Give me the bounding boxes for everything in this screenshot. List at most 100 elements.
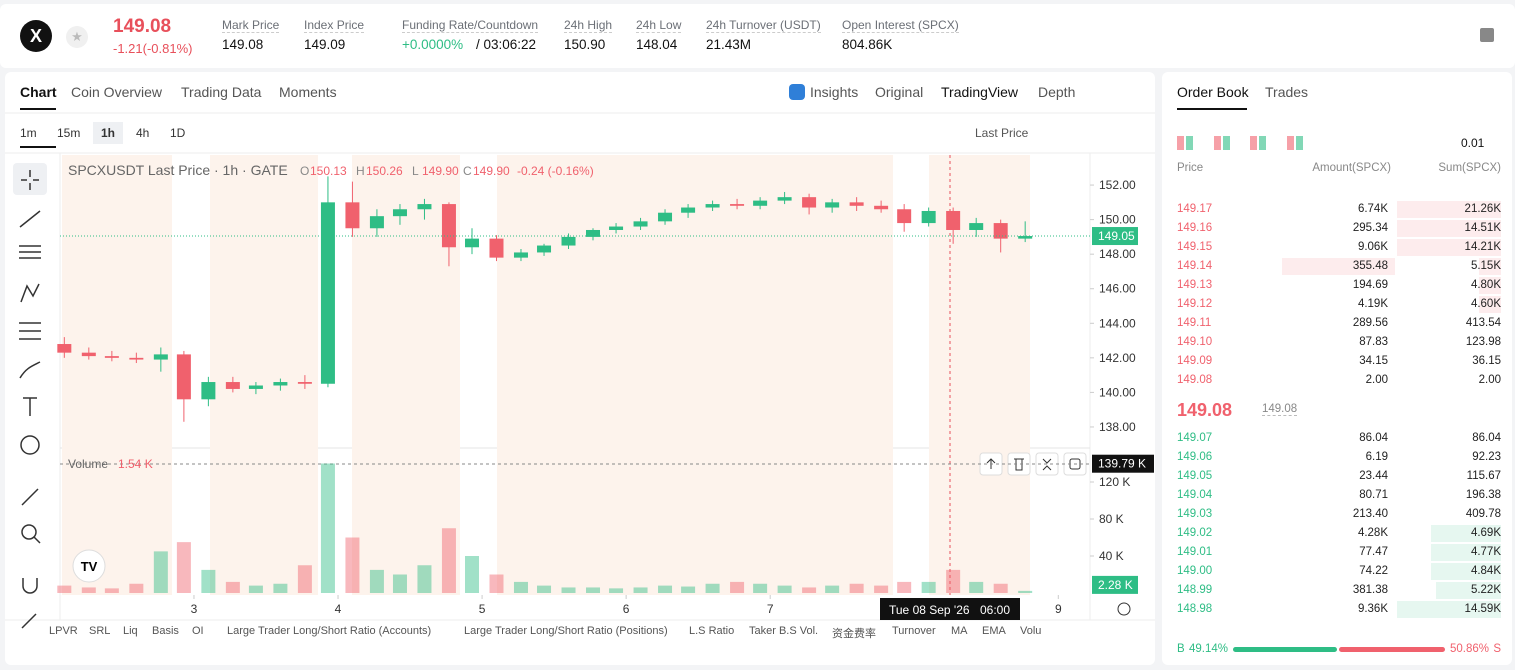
chart-tab[interactable]: Trading Data bbox=[181, 84, 262, 100]
ob-price[interactable]: 149.05 bbox=[1177, 470, 1213, 482]
ob-price[interactable]: 149.01 bbox=[1177, 546, 1213, 558]
interval[interactable]: 1m bbox=[20, 126, 37, 140]
ob-tab-underline bbox=[1177, 108, 1247, 110]
candle-body bbox=[753, 200, 768, 206]
ob-price[interactable]: 149.10 bbox=[1177, 336, 1213, 348]
indicator[interactable]: L.S Ratio bbox=[689, 625, 735, 637]
svg-text:TV: TV bbox=[81, 559, 98, 574]
view-tab[interactable]: Depth bbox=[1038, 84, 1076, 100]
indicator[interactable]: Large Trader Long/Short Ratio (Positions… bbox=[464, 625, 668, 637]
layout-icon[interactable] bbox=[1214, 136, 1230, 150]
candle-body bbox=[225, 382, 240, 389]
candle-body bbox=[921, 210, 936, 224]
ob-amount: 74.22 bbox=[1359, 565, 1388, 577]
ob-amount: 213.40 bbox=[1352, 508, 1388, 520]
ob-price[interactable]: 149.12 bbox=[1177, 298, 1213, 310]
x-tick-label: 6 bbox=[623, 602, 630, 616]
logo[interactable]: X bbox=[20, 20, 52, 52]
ob-price[interactable]: 149.03 bbox=[1177, 508, 1213, 520]
price-source[interactable]: Last Price bbox=[975, 126, 1029, 140]
volume-bar bbox=[802, 587, 817, 593]
volume-bar bbox=[849, 583, 864, 593]
candle-body bbox=[609, 226, 624, 230]
chart-tab[interactable]: Chart bbox=[20, 84, 57, 100]
candle-body bbox=[297, 382, 312, 384]
ob-tab[interactable]: Trades bbox=[1265, 84, 1309, 100]
buy-label: B bbox=[1177, 643, 1185, 655]
candle-body bbox=[946, 210, 961, 230]
stat-value: +0.0000% bbox=[402, 37, 464, 52]
chart-tab[interactable]: Moments bbox=[279, 84, 337, 100]
ob-amount: 77.47 bbox=[1359, 546, 1388, 558]
view-tab[interactable]: TradingView bbox=[941, 84, 1019, 100]
interval[interactable]: 15m bbox=[57, 126, 81, 140]
favorite[interactable]: ★ bbox=[66, 26, 88, 48]
candle-body bbox=[81, 352, 96, 357]
stat-value: 21.43M bbox=[706, 37, 752, 52]
last-price-label: 149.05 bbox=[1098, 229, 1135, 243]
indicator[interactable]: EMA bbox=[982, 625, 1006, 637]
ob-sum: 4.60K bbox=[1470, 298, 1501, 310]
candle-body bbox=[825, 202, 840, 208]
ob-price[interactable]: 149.07 bbox=[1177, 432, 1213, 444]
chart-tab[interactable]: Coin Overview bbox=[71, 84, 163, 100]
ob-price[interactable]: 149.02 bbox=[1177, 527, 1213, 539]
candle-body bbox=[417, 204, 432, 210]
view-tab[interactable]: Original bbox=[875, 84, 924, 100]
indicator[interactable]: Basis bbox=[152, 625, 179, 637]
ob-amount: 289.56 bbox=[1352, 317, 1388, 329]
interval[interactable]: 4h bbox=[136, 126, 150, 140]
y-tick-label: 150.00 bbox=[1099, 213, 1136, 227]
depth-bar bbox=[1479, 296, 1501, 313]
ob-price[interactable]: 149.04 bbox=[1177, 489, 1213, 501]
ob-price[interactable]: 148.98 bbox=[1177, 603, 1213, 615]
candle-body bbox=[201, 382, 216, 400]
ob-price[interactable]: 149.17 bbox=[1177, 203, 1213, 215]
crosshair-date-box bbox=[880, 598, 1020, 620]
ob-price[interactable]: 149.06 bbox=[1177, 451, 1213, 463]
indicator[interactable]: LPVR bbox=[49, 625, 78, 637]
y-tick-label: 138.00 bbox=[1099, 420, 1136, 434]
ob-tab[interactable]: Order Book bbox=[1177, 84, 1249, 100]
ob-sum: 4.80K bbox=[1470, 279, 1501, 291]
candle-body bbox=[537, 245, 552, 253]
indicator[interactable]: MA bbox=[951, 625, 968, 637]
ob-price[interactable]: 148.99 bbox=[1177, 584, 1213, 596]
view-tab[interactable]: Insights bbox=[810, 84, 859, 100]
indicator[interactable]: Liq bbox=[123, 625, 138, 637]
interval[interactable]: 1D bbox=[170, 126, 186, 140]
ob-price[interactable]: 149.08 bbox=[1177, 374, 1213, 386]
chart-legend: SPCXUSDT Last Price · 1h · GATE bbox=[68, 162, 288, 178]
ob-amount: 295.34 bbox=[1352, 222, 1388, 234]
indicator[interactable]: 资金费率 bbox=[832, 628, 876, 640]
ob-amount: 381.38 bbox=[1352, 584, 1388, 596]
indicator[interactable]: OI bbox=[192, 625, 204, 637]
ob-price[interactable]: 149.11 bbox=[1177, 317, 1212, 329]
volume-bar bbox=[777, 585, 792, 593]
indicator[interactable]: SRL bbox=[89, 625, 111, 637]
volume-bar bbox=[633, 587, 648, 593]
ob-price[interactable]: 149.15 bbox=[1177, 241, 1213, 253]
ob-price[interactable]: 149.14 bbox=[1177, 260, 1213, 272]
last-price: 149.08 bbox=[113, 16, 172, 37]
layout-icon[interactable] bbox=[1177, 136, 1193, 150]
layout-icon[interactable] bbox=[1287, 136, 1303, 150]
ohlc-value: 150.13 bbox=[310, 164, 347, 178]
precision[interactable]: 0.01 bbox=[1461, 136, 1485, 150]
ob-price[interactable]: 149.16 bbox=[1177, 222, 1213, 234]
layout-icon[interactable] bbox=[1250, 136, 1266, 150]
ob-price[interactable]: 149.00 bbox=[1177, 565, 1213, 577]
menu-icon[interactable] bbox=[1480, 28, 1494, 42]
indicator[interactable]: Large Trader Long/Short Ratio (Accounts) bbox=[227, 625, 432, 637]
indicator[interactable]: Taker B.S Vol. bbox=[749, 625, 819, 637]
ob-price[interactable]: 149.13 bbox=[1177, 279, 1213, 291]
candle-body bbox=[874, 205, 889, 210]
indicator[interactable]: Turnover bbox=[892, 625, 936, 637]
ob-sum: 14.59K bbox=[1464, 603, 1501, 615]
interval[interactable]: 1h bbox=[93, 122, 124, 144]
volume-bar bbox=[681, 586, 696, 593]
candle-body bbox=[57, 344, 72, 353]
ob-price[interactable]: 149.09 bbox=[1177, 355, 1213, 367]
indicator[interactable]: Volu bbox=[1020, 625, 1042, 637]
